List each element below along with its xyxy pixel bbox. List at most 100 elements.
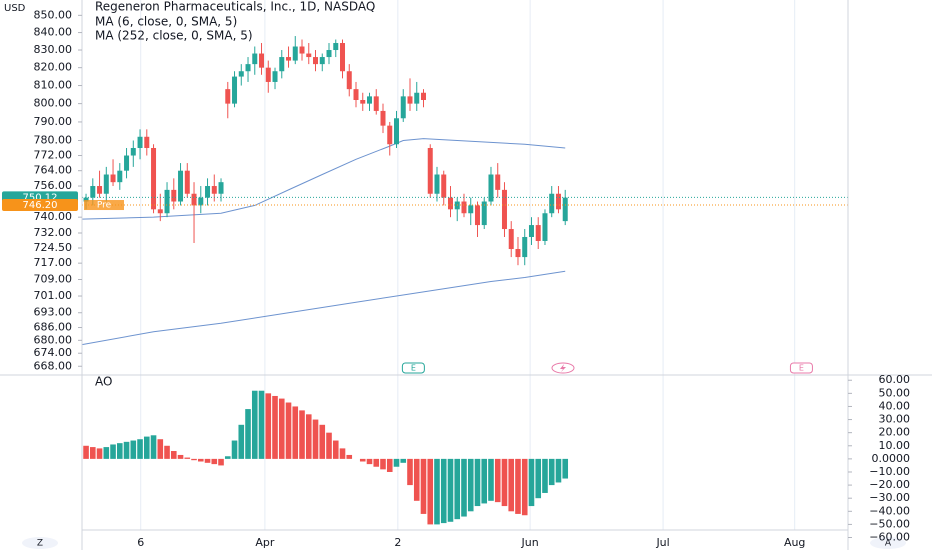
x-tick-label: Apr [255, 536, 275, 549]
y-tick-label: 50.00 [879, 386, 911, 399]
candle-body [225, 89, 231, 104]
candle-body [90, 186, 96, 198]
candle-body [420, 92, 426, 100]
ao-bar [164, 445, 170, 459]
candle-body [400, 96, 406, 119]
y-tick-label: 693.00 [34, 306, 73, 319]
candle-body [528, 225, 534, 237]
y-tick-label: 680.00 [34, 333, 73, 346]
ao-bar [238, 424, 245, 459]
ao-bar [218, 458, 224, 466]
candle-body [542, 213, 548, 241]
y-tick-label: 810.00 [34, 79, 73, 92]
candle-body [103, 174, 109, 194]
candle-body [488, 174, 494, 202]
ao-bar [130, 440, 137, 459]
y-tick-label: −40.00 [869, 504, 910, 517]
ao-bar [191, 458, 197, 461]
ao-bar [326, 432, 332, 459]
candle-body [178, 170, 184, 202]
candle-body [191, 193, 197, 206]
ao-bar [488, 458, 494, 501]
ao-bar [346, 454, 353, 459]
candle-body [367, 96, 373, 104]
y-tick-label: −50.00 [869, 517, 910, 530]
ao-bar [461, 458, 467, 517]
y-tick-label: 740.00 [34, 210, 73, 223]
y-tick-label: 772.00 [34, 149, 73, 162]
candle-body [97, 186, 103, 194]
candle-body [144, 136, 150, 148]
ao-bar [494, 458, 501, 503]
earnings-marker[interactable]: E [789, 362, 813, 374]
y-tick-label: 830.00 [34, 43, 73, 56]
legend-entry: MA (252, close, 0, SMA, 5) [95, 29, 253, 43]
y-tick-label: 674.00 [34, 346, 73, 359]
candle-body [319, 57, 325, 65]
button-shape [22, 537, 58, 549]
y-tick-label: 756.00 [34, 179, 73, 192]
candle-body [306, 53, 312, 58]
candle-body [441, 174, 447, 198]
candle-body [346, 71, 352, 90]
candle-body [387, 125, 393, 145]
earnings-marker-shape [401, 362, 425, 374]
candle-body [124, 155, 130, 171]
ao-bar [440, 458, 447, 524]
y-tick-label: 40.00 [879, 399, 911, 412]
ao-bar [515, 458, 521, 514]
plot-layer [81, 0, 848, 530]
y-tick-label: 60.00 [879, 373, 911, 386]
candle-body [279, 57, 285, 72]
ao-bar [251, 390, 258, 459]
ao-bar [197, 458, 204, 462]
y-tick-label: 764.00 [34, 164, 73, 177]
candle-body [252, 53, 258, 65]
candle-body [326, 50, 332, 58]
y-tick-label: −60.00 [869, 531, 910, 544]
ao-bar [83, 445, 89, 459]
auto-scale-button[interactable]: A [870, 537, 906, 549]
ao-bar [555, 458, 562, 483]
candle-body [313, 57, 319, 65]
candle-body [474, 205, 480, 226]
ao-bar [434, 458, 440, 525]
candle-body [151, 147, 157, 210]
moving-average-line [81, 138, 566, 220]
ao-bar [420, 458, 427, 514]
ao-bar [89, 447, 96, 459]
y-tick-label: 820.00 [34, 61, 73, 74]
y-tick-label: 850.00 [34, 8, 73, 21]
candle-body [481, 201, 487, 226]
ao-bar [501, 458, 508, 507]
candle-body [393, 118, 399, 145]
button-label: Z [37, 539, 43, 549]
candle-body [245, 64, 251, 72]
candle-body [562, 197, 568, 222]
candle-body [508, 229, 514, 250]
candle-body [353, 89, 359, 100]
reset-button[interactable]: Z [22, 537, 58, 549]
candle-body [515, 249, 521, 258]
premarket-price-badge [84, 200, 124, 211]
candle-body [461, 201, 467, 214]
ao-bar [265, 393, 272, 459]
ao-bar [231, 440, 238, 459]
earnings-marker[interactable]: E [401, 362, 425, 374]
y-tick-label: −10.00 [869, 465, 910, 478]
indicator-title: AO [95, 375, 112, 389]
ao-bar [319, 424, 326, 459]
legend-entry: MA (6, close, 0, SMA, 5) [95, 15, 237, 29]
candle-body [434, 174, 440, 194]
ao-bar [481, 458, 488, 504]
ao-bar [211, 458, 218, 465]
candle-body [380, 110, 386, 126]
dividend-marker[interactable] [551, 362, 575, 374]
ao-bar [528, 458, 535, 507]
candle-body [272, 71, 278, 82]
candle-body [427, 147, 433, 194]
candle-body [265, 67, 271, 82]
ao-bar [285, 402, 292, 459]
ao-bar [373, 458, 380, 467]
